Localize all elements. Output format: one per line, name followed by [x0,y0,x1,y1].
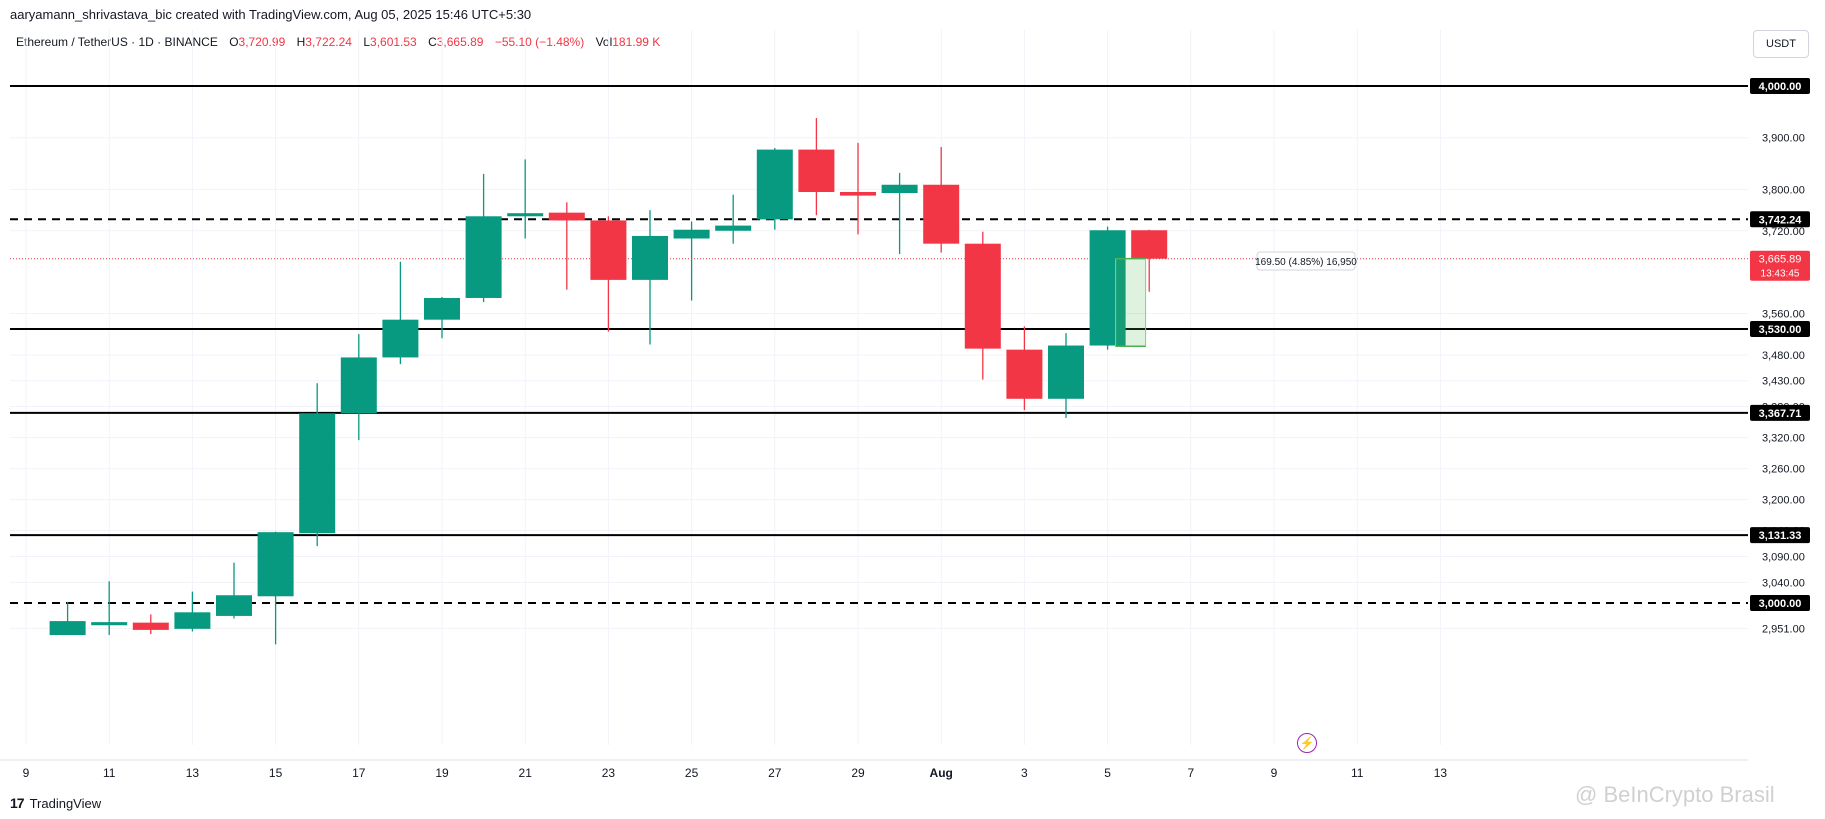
open-value: 3,720.99 [238,35,286,49]
x-tick-label: 15 [269,766,283,780]
candle-body [424,297,460,320]
x-tick-label: 7 [1187,766,1194,780]
chart-credit: aaryamann_shrivastava_bic created with T… [10,7,532,22]
y-tick-label: 3,320.00 [1762,433,1805,445]
candle-body [340,357,377,414]
candle-body [881,184,918,194]
price-level-tag-label: 4,000.00 [1759,81,1802,93]
candle-body [382,319,419,358]
lightning-icon[interactable]: ⚡ [1297,733,1317,753]
low-label: L [363,35,371,49]
price-level-tag [1750,527,1810,544]
x-tick-label: 23 [602,766,616,780]
x-tick-label: 27 [768,766,782,780]
tradingview-mark-icon: 17 [10,795,25,811]
candle-body [964,243,1001,349]
candle-body [590,220,627,280]
x-tick-label: 17 [352,766,366,780]
price-level-tag-label: 3,367.71 [1759,408,1802,420]
candle-body [632,235,668,280]
change-value: −55.10 (−1.48%) [494,35,585,49]
price-level-tag-label: 3,000.00 [1759,598,1802,610]
y-tick-label: 3,200.00 [1762,495,1805,507]
x-tick-label: 9 [1271,766,1278,780]
y-tick-label: 3,560.00 [1762,308,1805,320]
price-level-tag [1750,320,1810,337]
measure-label-box [1256,251,1356,271]
tradingview-logo-text: TradingView [29,795,102,811]
watermark: @ BeInCrypto Brasil [1575,782,1775,807]
close-label: C [428,35,437,49]
currency-button[interactable]: USDT [1753,30,1809,58]
candle-body [174,612,211,629]
candle-body [507,213,544,217]
candle-body [1006,349,1043,399]
candle-body [840,191,876,196]
x-tick-label: 29 [851,766,865,780]
price-level-tag [1750,78,1810,94]
x-tick-label: 13 [186,766,200,780]
last-price-label: 3,665.89 [1759,254,1802,266]
candle-body [1131,230,1168,259]
symbol-name[interactable]: Ethereum / TetherUS · 1D · BINANCE [16,35,218,49]
y-tick-label: 3,430.00 [1762,376,1805,388]
y-tick-label: 3,720.00 [1762,226,1805,238]
candle-body [798,149,835,192]
candle-body [715,225,752,231]
candle-body [673,229,710,239]
last-price-tag [1750,250,1810,281]
y-tick-label: 3,090.00 [1762,551,1805,563]
price-level-tag-label: 3,530.00 [1759,324,1802,336]
x-tick-label: 21 [519,766,533,780]
candle-body [91,622,128,626]
x-tick-label: 11 [103,766,116,780]
last-price-countdown: 13:43:45 [1761,269,1800,280]
measure-label: 169.50 (4.85%) 16,950 [1255,257,1357,268]
measure-box [1115,258,1147,347]
candle-body [257,532,294,597]
y-tick-label: 2,951.00 [1762,623,1805,635]
y-tick-label: 3,800.00 [1762,184,1805,196]
price-level-tag [1750,211,1810,228]
x-tick-label: 3 [1021,766,1028,780]
x-tick-label: Aug [930,766,953,780]
y-tick-label: 3,040.00 [1762,577,1805,589]
open-label: O [229,35,239,49]
price-level-tag-label: 3,131.33 [1759,530,1802,542]
tradingview-logo[interactable]: 17 TradingView [10,795,101,811]
y-tick-label: 3,900.00 [1762,133,1805,145]
candle-body [923,184,960,244]
x-tick-label: 19 [435,766,449,780]
high-label: H [296,35,306,49]
y-tick-label: 3,480.00 [1762,350,1805,362]
x-tick-label: 9 [23,766,30,780]
x-tick-label: 13 [1434,766,1448,780]
candle-body [216,595,252,616]
candle-body [49,621,86,636]
candle-body [132,622,169,630]
top-bar: aaryamann_shrivastava_bic created with T… [0,0,1825,30]
candle-body [756,149,793,220]
candle-body [465,216,502,298]
price-level-tag-label: 3,742.24 [1759,214,1803,226]
x-tick-label: 5 [1104,766,1111,780]
low-value: 3,601.53 [370,35,417,49]
x-tick-label: 25 [685,766,699,780]
price-level-tag [1750,404,1810,421]
high-value: 3,722.24 [305,35,352,49]
candle-body [1089,230,1126,346]
price-level-tag [1750,595,1810,611]
volume-value: 181.99 K [612,35,661,49]
candle-body [1048,345,1084,399]
y-tick-label: 3,260.00 [1762,464,1805,476]
x-tick-label: 11 [1351,766,1364,780]
close-value: 3,665.89 [436,35,484,49]
candle-body [299,413,336,534]
candle-body [548,212,585,221]
